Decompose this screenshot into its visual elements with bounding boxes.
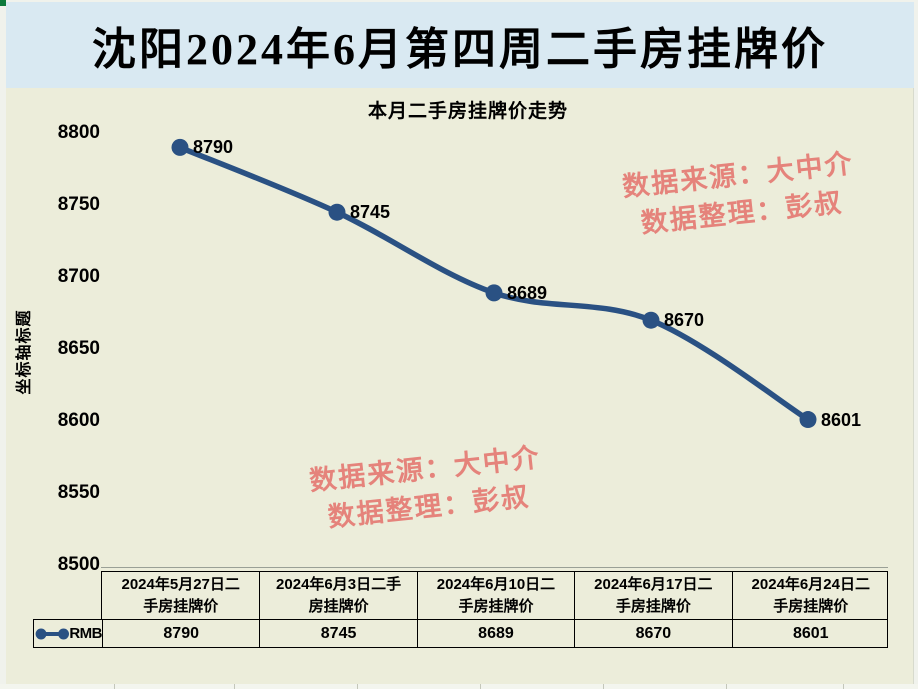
y-tick-label: 8800 xyxy=(57,122,100,143)
spreadsheet-gridline-strip xyxy=(0,684,918,689)
data-table-value-row: RMB 8790 8745 8689 8670 8601 xyxy=(33,619,888,648)
header-text-line: 2024年6月10日二 xyxy=(436,575,556,593)
gridline-tick xyxy=(726,684,727,689)
title-banner: 沈阳2024年6月第四周二手房挂牌价 xyxy=(6,2,914,88)
data-point-label: 8790 xyxy=(193,137,234,158)
y-tick-label: 8750 xyxy=(57,194,100,215)
y-tick-label: 8650 xyxy=(57,338,100,359)
legend-cell: RMB xyxy=(34,620,102,647)
table-value-cell: 8601 xyxy=(731,620,889,647)
table-header-cell: 2024年6月17日二 手房挂牌价 xyxy=(574,572,731,619)
y-tick-label: 8600 xyxy=(57,410,100,431)
gridline-tick xyxy=(480,684,481,689)
data-point-label: 8689 xyxy=(507,282,548,303)
y-tick-label: 8500 xyxy=(57,554,100,575)
table-value-cell: 8689 xyxy=(416,620,574,647)
data-table-header-row: 2024年5月27日二 手房挂牌价 2024年6月3日二手 房挂牌价 2024年… xyxy=(101,571,888,619)
y-tick-label: 8550 xyxy=(57,482,100,503)
header-text-line: 手房挂牌价 xyxy=(615,597,691,615)
table-header-cell: 2024年6月3日二手 房挂牌价 xyxy=(259,572,416,619)
gridline-tick xyxy=(603,684,604,689)
header-text-line: 2024年6月17日二 xyxy=(594,575,713,593)
data-point-label: 8670 xyxy=(664,310,705,331)
spreadsheet-corner-mark xyxy=(0,0,6,6)
header-text-line: 手房挂牌价 xyxy=(143,597,219,615)
header-text-line: 手房挂牌价 xyxy=(773,597,849,615)
legend-line-marker-icon xyxy=(35,628,69,639)
data-point-label: 8745 xyxy=(350,202,391,223)
table-header-cell: 2024年6月10日二 手房挂牌价 xyxy=(416,572,574,619)
gridline-tick xyxy=(234,684,235,689)
table-value-cell: 8670 xyxy=(574,620,731,647)
header-text-line: 2024年5月27日二 xyxy=(121,575,240,593)
table-value-cell: 8745 xyxy=(259,620,416,647)
page-title: 沈阳2024年6月第四周二手房挂牌价 xyxy=(92,25,828,74)
gridline-tick xyxy=(843,684,844,689)
chart-title: 本月二手房挂牌价走势 xyxy=(367,101,568,122)
table-header-cell: 2024年6月24日二 手房挂牌价 xyxy=(731,572,889,619)
header-text-line: 2024年6月24日二 xyxy=(751,575,870,593)
x-axis-line xyxy=(101,567,888,568)
spreadsheet-gridline-right xyxy=(913,88,914,684)
table-value-cell: 8790 xyxy=(102,620,259,647)
y-tick-label: 8700 xyxy=(57,266,100,287)
header-text-line: 2024年6月3日二手 xyxy=(276,575,402,593)
header-text-line: 房挂牌价 xyxy=(308,597,369,615)
legend-series-label: RMB xyxy=(69,625,102,642)
gridline-tick xyxy=(114,684,115,689)
header-text-line: 手房挂牌价 xyxy=(458,597,534,615)
gridline-tick xyxy=(357,684,358,689)
data-point-label: 8601 xyxy=(821,409,862,430)
table-header-cell: 2024年5月27日二 手房挂牌价 xyxy=(102,572,259,619)
